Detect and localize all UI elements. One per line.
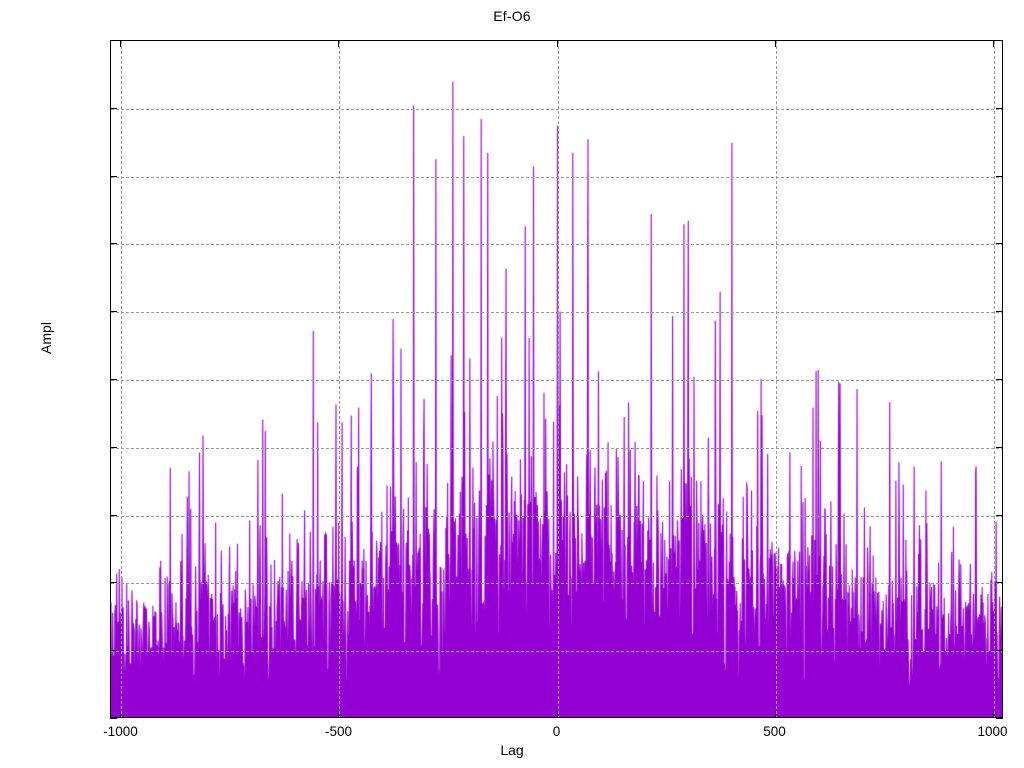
plot-area (110, 40, 1003, 718)
gridline-vertical (339, 41, 341, 717)
gridline-horizontal (111, 312, 1002, 314)
x-tick-mark (338, 711, 340, 718)
y-tick-mark (996, 582, 1003, 584)
x-tick-label: -1000 (103, 724, 138, 739)
y-tick-mark (996, 718, 1003, 719)
gridline-horizontal (111, 447, 1002, 449)
x-tick-mark (556, 711, 558, 718)
gridline-horizontal (111, 515, 1002, 517)
y-tick-mark (110, 446, 117, 448)
y-axis-ticks: 02x10-54x10-56x10-58x10-50.00010.000120.… (0, 0, 1003, 768)
y-tick-mark (110, 40, 117, 41)
chart-title: Ef-O6 (493, 8, 531, 24)
x-tick-label: 500 (763, 724, 786, 739)
y-tick-mark (996, 175, 1003, 177)
y-tick-mark (996, 40, 1003, 41)
gridline-vertical (121, 41, 123, 717)
y-tick-mark (996, 514, 1003, 516)
y-tick-mark (110, 311, 117, 313)
x-tick-label: 1000 (977, 724, 1008, 739)
x-tick-mark (120, 711, 122, 718)
y-tick-mark (110, 243, 117, 245)
series-canvas (111, 41, 1002, 717)
gridline-vertical (775, 41, 777, 717)
y-tick-mark (996, 107, 1003, 109)
y-tick-mark (110, 514, 117, 516)
x-tick-label: -500 (324, 724, 352, 739)
y-axis-title: Ampl (38, 322, 54, 354)
y-tick-mark (110, 650, 117, 652)
gridline-horizontal (111, 583, 1002, 585)
x-tick-mark (774, 711, 776, 718)
x-tick-mark (992, 40, 994, 47)
gridline-vertical (557, 41, 559, 717)
x-tick-mark (120, 40, 122, 47)
x-tick-mark (338, 40, 340, 47)
gridline-vertical (993, 41, 995, 717)
y-tick-mark (996, 446, 1003, 448)
gridline-horizontal (111, 176, 1002, 178)
gridline-horizontal (111, 244, 1002, 246)
y-tick-mark (110, 107, 117, 109)
y-tick-mark (996, 650, 1003, 652)
x-tick-mark (556, 40, 558, 47)
y-tick-mark (110, 582, 117, 584)
y-tick-mark (996, 379, 1003, 380)
gridline-horizontal (111, 108, 1002, 110)
x-tick-label: 0 (552, 724, 561, 739)
y-tick-mark (110, 379, 117, 380)
y-tick-mark (110, 175, 117, 177)
x-tick-mark (992, 711, 994, 718)
x-tick-mark (774, 40, 776, 47)
gridline-horizontal (111, 651, 1002, 653)
gridline-horizontal (111, 380, 1002, 381)
y-tick-mark (996, 311, 1003, 313)
y-tick-mark (996, 243, 1003, 245)
y-tick-mark (110, 718, 117, 719)
x-axis-title: Lag (500, 742, 524, 758)
